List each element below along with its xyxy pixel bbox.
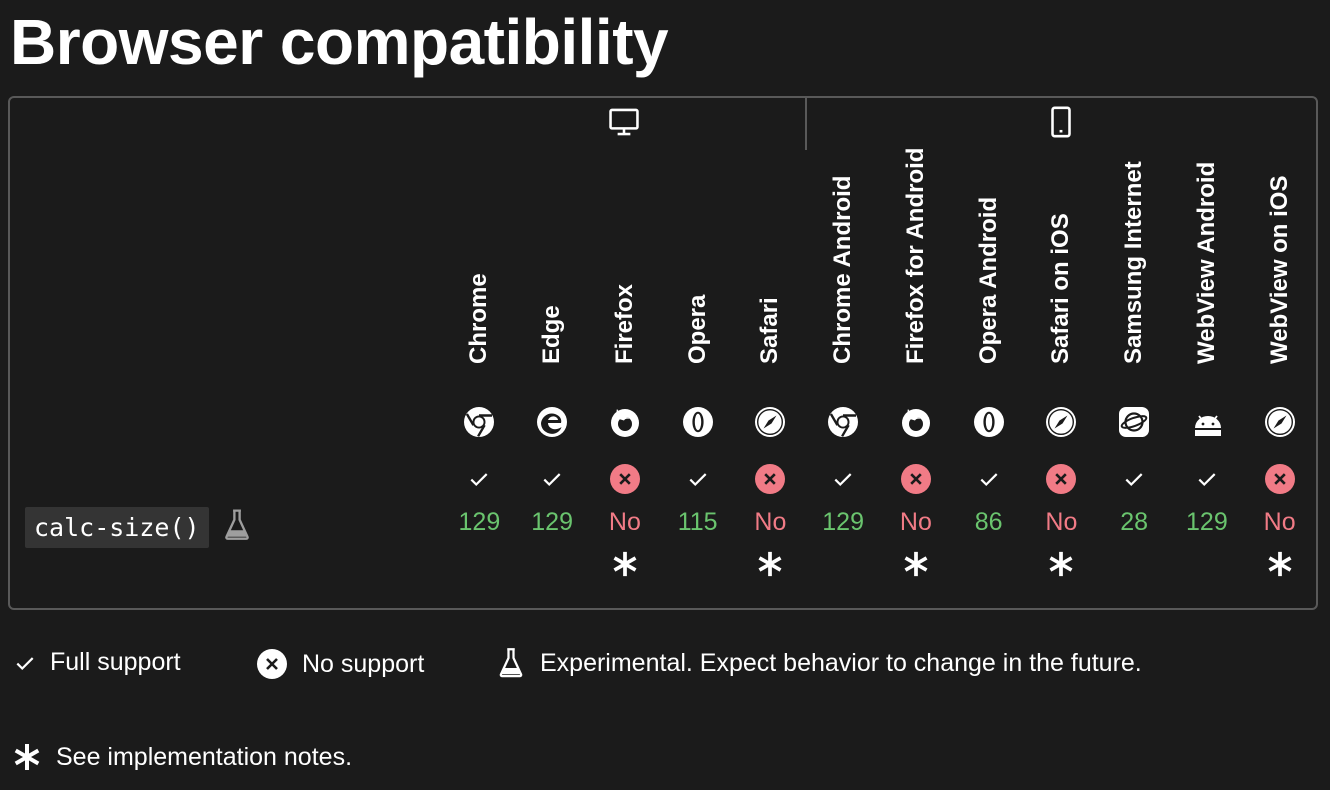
legend-full-support-label: Full support bbox=[50, 648, 181, 676]
browser-header: Edge bbox=[516, 150, 589, 446]
samsung-internet-icon bbox=[1118, 406, 1150, 438]
check-icon bbox=[952, 463, 1025, 495]
legend-no-support-label: No support bbox=[302, 649, 425, 678]
support-version: 129 bbox=[822, 508, 864, 536]
experimental-icon bbox=[221, 508, 253, 547]
edge-icon bbox=[536, 406, 568, 438]
support-version: 86 bbox=[974, 508, 1003, 536]
support-cell[interactable]: No bbox=[734, 446, 807, 608]
browser-name: Firefox for Android bbox=[901, 147, 929, 364]
no-support-icon bbox=[734, 463, 807, 495]
legend-no-support: No support bbox=[256, 648, 424, 680]
check-icon bbox=[443, 463, 516, 495]
support-version: 129 bbox=[1186, 508, 1228, 536]
support-cell[interactable]: 28 bbox=[1098, 446, 1171, 608]
support-cell[interactable]: No bbox=[589, 446, 662, 608]
opera-icon bbox=[973, 406, 1005, 438]
check-icon bbox=[1098, 463, 1171, 495]
check-icon bbox=[1171, 463, 1244, 495]
asterisk-icon bbox=[1025, 549, 1098, 589]
browser-name: Samsung Internet bbox=[1120, 161, 1148, 364]
feature-name[interactable]: calc-size() bbox=[25, 506, 209, 548]
platform-desktop bbox=[443, 98, 807, 150]
browser-header: Opera bbox=[661, 150, 734, 446]
browser-header: Safari bbox=[734, 150, 807, 446]
asterisk-icon bbox=[1243, 549, 1316, 589]
opera-icon bbox=[682, 406, 714, 438]
no-support-icon bbox=[257, 649, 287, 679]
support-cell[interactable]: No bbox=[880, 446, 953, 608]
browser-header: WebView on iOS bbox=[1243, 150, 1316, 446]
support-cell[interactable]: 129 bbox=[516, 446, 589, 608]
support-version: 129 bbox=[458, 508, 501, 536]
support-cell[interactable]: No bbox=[1025, 446, 1098, 608]
browser-header: Opera Android bbox=[952, 150, 1025, 446]
legend-notes: See implementation notes. bbox=[12, 741, 352, 773]
page-title: Browser compatibility bbox=[10, 6, 669, 78]
support-version: No bbox=[1263, 508, 1296, 536]
support-version: 129 bbox=[531, 508, 573, 536]
support-cell[interactable]: 129 bbox=[1171, 446, 1244, 608]
browser-name: Edge bbox=[538, 305, 566, 364]
firefox-icon bbox=[609, 406, 641, 438]
browser-name: Chrome bbox=[465, 273, 493, 364]
mobile-icon bbox=[1051, 106, 1072, 137]
asterisk-icon bbox=[14, 744, 40, 770]
browser-header: Firefox bbox=[589, 150, 662, 446]
browser-name: WebView Android bbox=[1192, 161, 1220, 364]
flask-icon bbox=[499, 648, 523, 678]
feature-cell: calc-size() bbox=[10, 446, 443, 608]
browser-header: Chrome Android bbox=[807, 150, 880, 446]
legend-notes-label: See implementation notes. bbox=[56, 742, 353, 771]
support-version: No bbox=[899, 508, 932, 536]
browser-name: Firefox bbox=[610, 283, 638, 364]
browser-name: Safari bbox=[756, 297, 784, 364]
browser-name: Opera Android bbox=[974, 196, 1002, 364]
check-icon bbox=[661, 463, 734, 495]
browser-name: Safari on iOS bbox=[1047, 213, 1075, 364]
browser-header: Firefox for Android bbox=[880, 147, 953, 446]
support-cell[interactable]: 115 bbox=[661, 446, 734, 608]
check-icon bbox=[516, 463, 589, 495]
check-icon bbox=[16, 656, 34, 670]
chrome-icon bbox=[463, 406, 495, 438]
support-cell[interactable]: 86 bbox=[952, 446, 1025, 608]
support-cell[interactable]: 129 bbox=[443, 446, 516, 608]
support-cell[interactable]: No bbox=[1243, 446, 1316, 608]
support-version: No bbox=[754, 508, 787, 536]
no-support-icon bbox=[589, 463, 662, 495]
support-version: No bbox=[1045, 508, 1078, 536]
legend-experimental: Experimental. Expect behavior to change … bbox=[496, 646, 1142, 680]
support-version: 28 bbox=[1120, 508, 1149, 536]
table-corner bbox=[10, 98, 443, 446]
android-icon bbox=[1191, 406, 1223, 438]
browser-header: Safari on iOS bbox=[1025, 150, 1098, 446]
compat-table: Chrome Edge Firefox Opera Safari Chrome Andro… bbox=[8, 96, 1318, 610]
safari-icon bbox=[1045, 406, 1077, 438]
no-support-icon bbox=[1243, 463, 1316, 495]
browser-name: WebView on iOS bbox=[1265, 175, 1293, 364]
browser-header: Chrome bbox=[443, 150, 516, 446]
no-support-icon bbox=[1025, 463, 1098, 495]
desktop-icon bbox=[609, 108, 639, 135]
safari-icon bbox=[1264, 406, 1296, 438]
browser-name: Chrome Android bbox=[829, 175, 857, 364]
asterisk-icon bbox=[880, 549, 953, 589]
no-support-icon bbox=[880, 463, 953, 495]
chrome-icon bbox=[827, 406, 859, 438]
asterisk-icon bbox=[734, 549, 807, 589]
browser-header: Samsung Internet bbox=[1098, 150, 1171, 446]
browser-header: WebView Android bbox=[1171, 150, 1244, 446]
firefox-icon bbox=[900, 406, 932, 438]
legend-full-support: Full support bbox=[14, 648, 181, 677]
platform-mobile bbox=[807, 98, 1316, 150]
browser-name: Opera bbox=[683, 294, 711, 364]
support-cell[interactable]: 129 bbox=[807, 446, 880, 608]
legend-experimental-label: Experimental. Expect behavior to change … bbox=[540, 648, 1142, 677]
asterisk-icon bbox=[589, 549, 662, 589]
safari-icon bbox=[754, 406, 786, 438]
support-version: No bbox=[608, 508, 641, 536]
support-version: 115 bbox=[677, 508, 718, 536]
check-icon bbox=[807, 463, 880, 495]
